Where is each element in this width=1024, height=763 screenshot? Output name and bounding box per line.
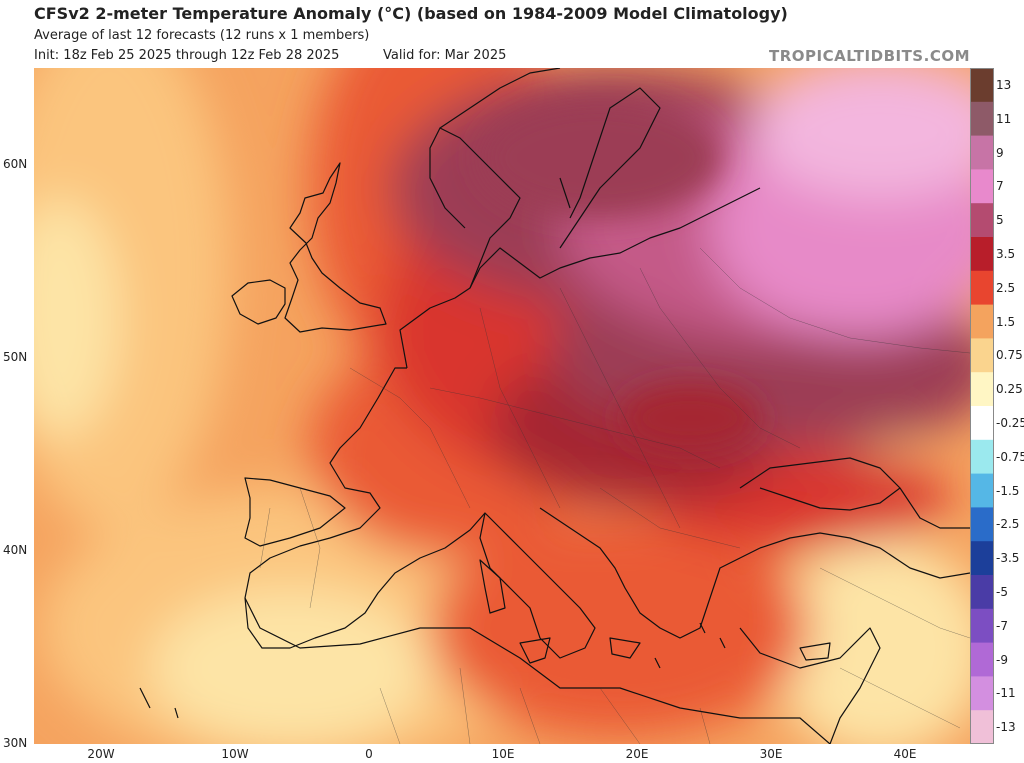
lon-label-20e: 20E bbox=[625, 747, 649, 761]
colorbar-label: -9 bbox=[996, 652, 1008, 667]
lon-label-20w: 20W bbox=[87, 747, 115, 761]
lat-label-50n: 50N bbox=[3, 350, 28, 364]
colorbar-swatch bbox=[970, 372, 994, 407]
brand-watermark: TROPICALTIDBITS.COM bbox=[769, 47, 970, 65]
colorbar-swatch bbox=[970, 406, 994, 441]
subtitle: Average of last 12 forecasts (12 runs x … bbox=[34, 28, 370, 43]
lon-label-10e: 10E bbox=[491, 747, 515, 761]
colorbar-label: -1.5 bbox=[996, 483, 1020, 498]
lon-label-10w: 10W bbox=[221, 747, 249, 761]
colorbar-swatch bbox=[970, 439, 994, 475]
lat-label-40n: 40N bbox=[3, 543, 28, 557]
colorbar-label: 0.25 bbox=[996, 382, 1023, 397]
colorbar-label: 3.5 bbox=[996, 246, 1016, 261]
colorbar-swatch bbox=[970, 575, 994, 610]
colorbar-label: 0.75 bbox=[996, 348, 1023, 363]
colorbar-swatch bbox=[970, 642, 994, 677]
colorbar-swatch bbox=[970, 507, 994, 542]
colorbar-label: 5 bbox=[996, 213, 1004, 228]
anomaly-map bbox=[34, 68, 970, 744]
lon-label-30e: 30E bbox=[759, 747, 783, 761]
colorbar bbox=[970, 68, 994, 744]
colorbar-swatch bbox=[970, 101, 994, 137]
colorbar-swatch bbox=[970, 270, 994, 306]
colorbar-label: -7 bbox=[996, 618, 1008, 633]
colorbar-swatch bbox=[970, 68, 994, 103]
colorbar-label: -0.25 bbox=[996, 415, 1024, 430]
init-time: Init: 18z Feb 25 2025 through 12z Feb 28… bbox=[34, 48, 340, 63]
colorbar-label: -0.75 bbox=[996, 449, 1024, 464]
colorbar-swatch bbox=[970, 338, 994, 373]
colorbar-label: -3.5 bbox=[996, 551, 1020, 566]
colorbar-swatch bbox=[970, 473, 994, 508]
colorbar-label: 11 bbox=[996, 111, 1012, 126]
borders bbox=[259, 247, 970, 744]
lat-label-60n: 60N bbox=[3, 157, 28, 171]
lat-label-30n: 30N bbox=[3, 736, 28, 750]
coastlines bbox=[139, 68, 970, 744]
colorbar-label: -11 bbox=[996, 686, 1016, 701]
colorbar-swatch bbox=[970, 135, 994, 170]
colorbar-swatch bbox=[970, 541, 994, 576]
colorbar-swatch bbox=[970, 608, 994, 644]
page-title: CFSv2 2-meter Temperature Anomaly (°C) (… bbox=[34, 4, 788, 23]
colorbar-label: 1.5 bbox=[996, 314, 1016, 329]
colorbar-label: 7 bbox=[996, 179, 1004, 194]
lon-label-0: 0 bbox=[365, 747, 373, 761]
colorbar-swatch bbox=[970, 237, 994, 272]
colorbar-label: -5 bbox=[996, 584, 1008, 599]
valid-time: Valid for: Mar 2025 bbox=[383, 48, 507, 63]
colorbar-swatch bbox=[970, 304, 994, 339]
colorbar-swatch bbox=[970, 676, 994, 711]
colorbar-label: -13 bbox=[996, 720, 1016, 735]
colorbar-swatch bbox=[970, 169, 994, 204]
colorbar-label: 13 bbox=[996, 77, 1012, 92]
colorbar-swatch bbox=[970, 203, 994, 238]
lon-label-40e: 40E bbox=[893, 747, 917, 761]
colorbar-border bbox=[970, 68, 994, 744]
colorbar-label: 2.5 bbox=[996, 280, 1016, 295]
colorbar-label: 9 bbox=[996, 145, 1004, 160]
colorbar-swatch bbox=[970, 710, 994, 744]
colorbar-label: -2.5 bbox=[996, 517, 1020, 532]
